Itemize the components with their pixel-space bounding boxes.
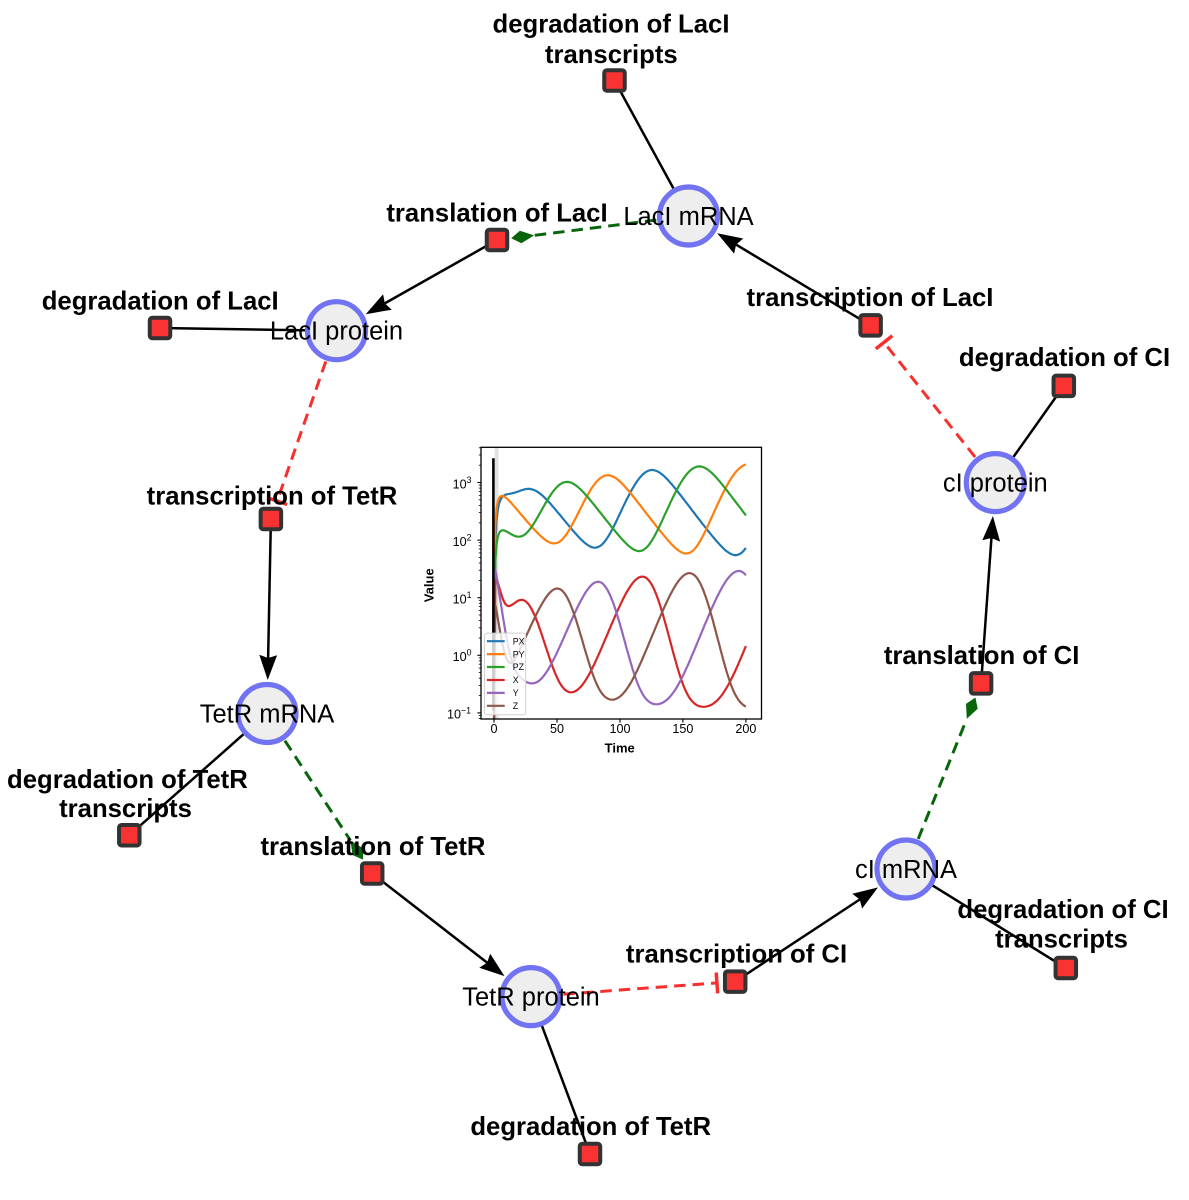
svg-text:cI protein: cI protein	[943, 469, 1048, 497]
svg-text:Value: Value	[422, 568, 437, 602]
svg-text:TetR protein: TetR protein	[462, 983, 600, 1011]
svg-text:degradation of LacI: degradation of LacI	[493, 10, 730, 38]
svg-text:0: 0	[490, 722, 497, 736]
svg-text:cI mRNA: cI mRNA	[855, 856, 957, 884]
svg-text:PX: PX	[513, 636, 525, 646]
svg-text:transcription of LacI: transcription of LacI	[747, 284, 994, 312]
svg-text:TetR mRNA: TetR mRNA	[200, 700, 335, 728]
svg-text:transcripts: transcripts	[995, 926, 1128, 954]
svg-text:Y: Y	[513, 688, 519, 698]
svg-text:50: 50	[550, 722, 564, 736]
svg-text:Z: Z	[513, 701, 519, 711]
svg-text:degradation of TetR: degradation of TetR	[7, 766, 248, 794]
svg-text:100: 100	[609, 722, 630, 736]
svg-text:transcripts: transcripts	[59, 795, 192, 823]
svg-text:transcripts: transcripts	[545, 41, 678, 69]
svg-text:Time: Time	[605, 740, 635, 755]
svg-text:translation of TetR: translation of TetR	[260, 833, 485, 861]
svg-text:transcription of TetR: transcription of TetR	[147, 482, 398, 510]
svg-text:LacI protein: LacI protein	[270, 318, 403, 346]
svg-text:translation of LacI: translation of LacI	[386, 200, 607, 228]
svg-text:150: 150	[672, 722, 693, 736]
svg-text:degradation of CI: degradation of CI	[957, 896, 1168, 924]
svg-text:LacI mRNA: LacI mRNA	[623, 203, 753, 231]
svg-text:degradation of CI: degradation of CI	[959, 344, 1170, 372]
svg-text:200: 200	[735, 722, 756, 736]
svg-text:translation of CI: translation of CI	[884, 642, 1080, 670]
svg-text:X: X	[513, 675, 519, 685]
svg-text:degradation of TetR: degradation of TetR	[470, 1113, 711, 1141]
svg-text:transcription of CI: transcription of CI	[626, 941, 847, 969]
svg-text:degradation of LacI: degradation of LacI	[42, 288, 279, 316]
svg-text:PZ: PZ	[513, 662, 525, 672]
svg-text:PY: PY	[513, 649, 525, 659]
